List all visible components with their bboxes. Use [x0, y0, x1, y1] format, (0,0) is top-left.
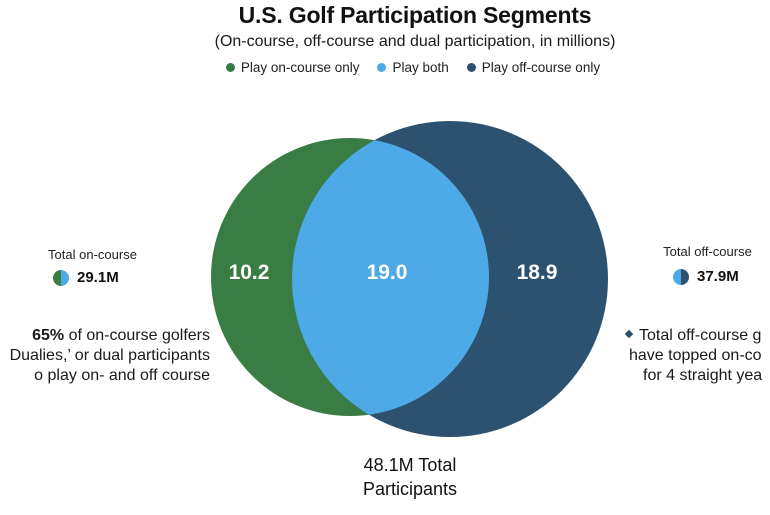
- note-line: o play on- and off course: [34, 367, 210, 384]
- note-line: for 4 straight yea: [643, 367, 763, 384]
- note-line: 65% of on-course golfers: [10, 326, 210, 346]
- note-bold-percentage: 65%: [32, 327, 65, 344]
- legend: Play on-course only Play both Play off-c…: [0, 60, 770, 75]
- total-on-course-value: 29.1M: [77, 269, 119, 286]
- legend-label: Play off-course only: [481, 60, 601, 75]
- overlap-region: [292, 138, 489, 416]
- note-line: have topped on-co: [629, 347, 762, 364]
- total-off-course-value: 37.9M: [697, 268, 739, 285]
- total-off-course-label: Total off-course: [663, 244, 752, 259]
- legend-item-on-course-only: Play on-course only: [225, 60, 360, 75]
- chart-subtitle: (On-course, off-course and dual particip…: [214, 33, 616, 50]
- total-participants: 48.1M Total Participants: [330, 453, 490, 501]
- total-on-course-value-row: 29.1M: [53, 269, 119, 286]
- diamond-bullet-icon: [624, 329, 634, 339]
- total-participants-line2: Participants: [362, 479, 458, 499]
- legend-dot-icon: [377, 63, 387, 72]
- half-pie-lightblue-darkblue-icon: [673, 268, 689, 285]
- region-label-on-course-only: 10.2: [229, 261, 270, 284]
- total-participants-line1: 48.1M Total: [363, 455, 457, 475]
- chart-title: U.S. Golf Participation Segments: [238, 2, 592, 28]
- note-text: Total off-course g: [639, 327, 762, 344]
- total-off-course-value-row: 37.9M: [673, 268, 739, 285]
- total-on-course-label: Total on-course: [48, 247, 137, 262]
- region-label-both: 19.0: [367, 261, 408, 284]
- off-course-note: Total off-course g have topped on-co for…: [624, 326, 763, 386]
- note-text: of on-course golfers: [64, 327, 210, 344]
- half-pie-green-lightblue-icon: [53, 269, 69, 286]
- note-line: Total off-course g: [624, 326, 762, 346]
- legend-label: Play on-course only: [240, 60, 360, 75]
- legend-dot-icon: [225, 63, 235, 72]
- legend-label: Play both: [392, 60, 449, 75]
- legend-dot-icon: [466, 63, 476, 72]
- legend-item-off-course-only: Play off-course only: [466, 60, 601, 75]
- on-course-note: 65% of on-course golfers Dualies,’ or du…: [10, 326, 210, 386]
- note-line: Dualies,’ or dual participants: [9, 347, 210, 364]
- legend-item-both: Play both: [377, 60, 449, 75]
- region-label-off-course-only: 18.9: [517, 261, 558, 284]
